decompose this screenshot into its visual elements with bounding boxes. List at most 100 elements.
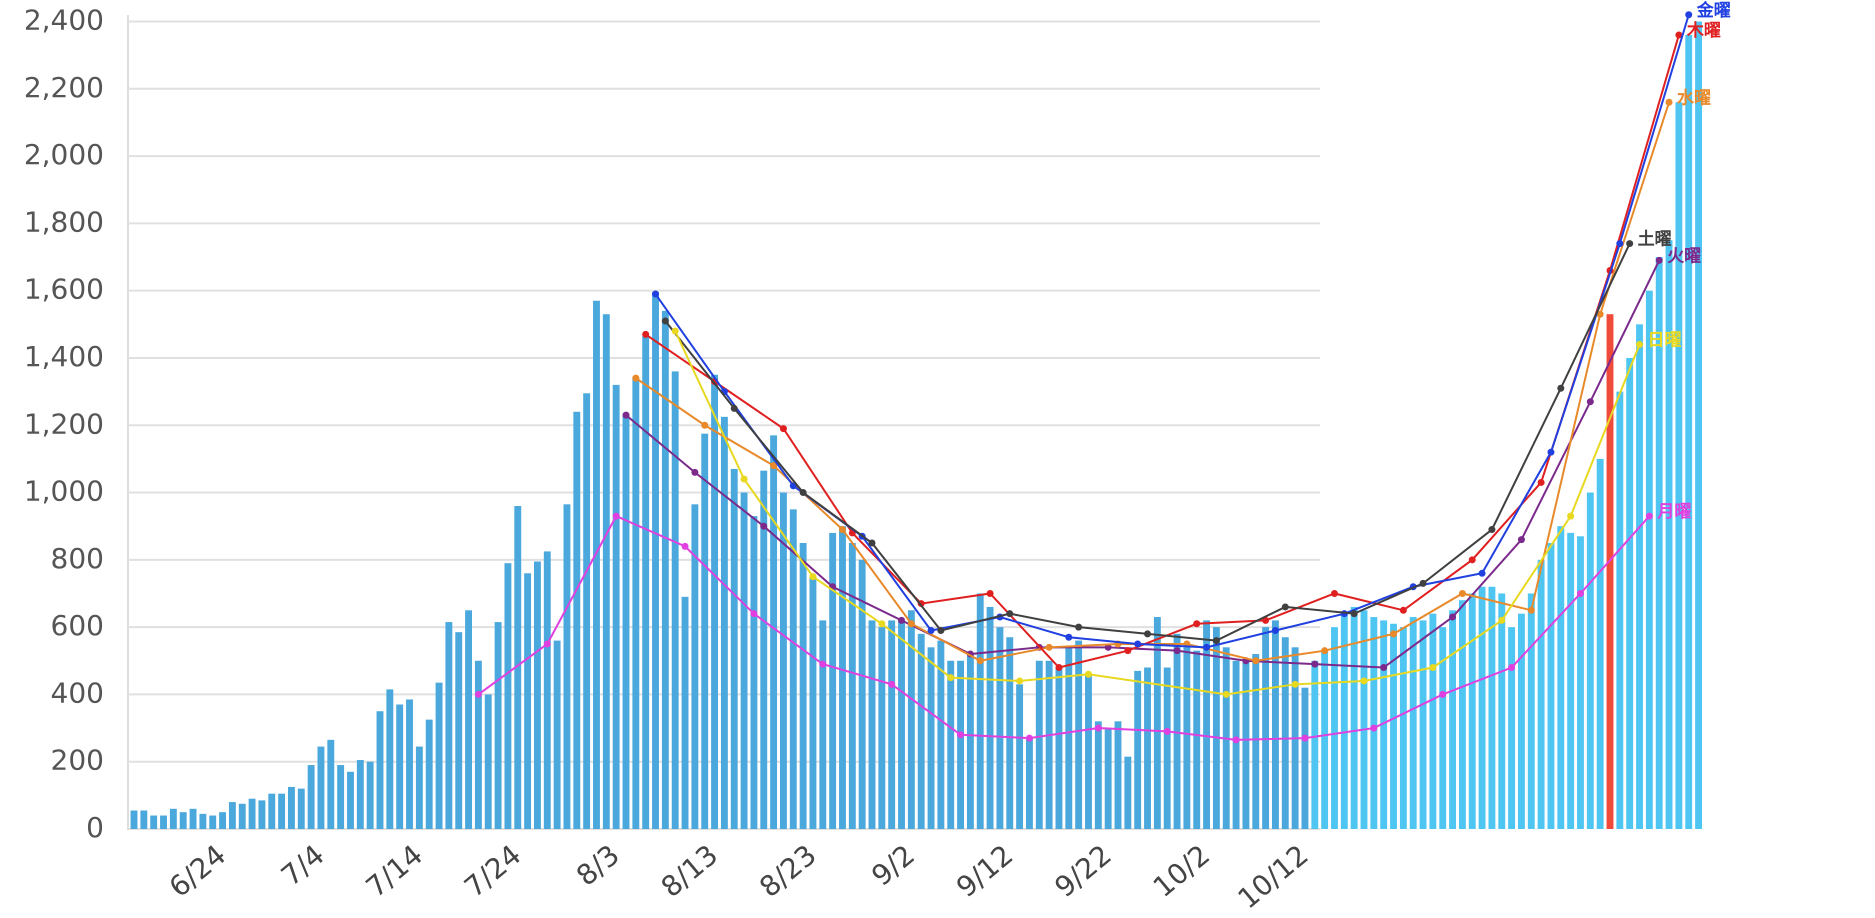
line-point xyxy=(750,610,758,618)
bar xyxy=(514,506,522,829)
bar xyxy=(130,810,138,829)
bar xyxy=(1675,102,1683,829)
line-point xyxy=(1084,670,1092,678)
bar xyxy=(829,532,837,829)
line-point xyxy=(1527,606,1535,614)
bar xyxy=(1025,738,1033,829)
bar xyxy=(632,378,640,829)
bar xyxy=(1547,543,1555,829)
bar xyxy=(1498,593,1506,829)
bar xyxy=(1124,756,1132,829)
line-point xyxy=(878,620,886,628)
line-point xyxy=(1547,448,1555,456)
bar xyxy=(160,815,167,829)
bar xyxy=(1419,620,1427,829)
line-point xyxy=(1645,512,1653,520)
line-point xyxy=(1301,734,1309,742)
bar xyxy=(1350,606,1358,829)
bar xyxy=(809,576,817,829)
line-point xyxy=(1665,98,1673,106)
bar xyxy=(1252,654,1260,829)
line-point xyxy=(1458,589,1466,597)
line-point xyxy=(1203,643,1211,651)
bar xyxy=(799,543,807,829)
bar xyxy=(1577,536,1584,829)
line-point xyxy=(1193,620,1201,628)
bar xyxy=(1616,391,1624,829)
bar xyxy=(1173,633,1181,829)
x-tick-label: 9/12 xyxy=(950,838,1019,904)
line-point xyxy=(474,690,482,698)
bar xyxy=(228,802,236,829)
line-label: 水曜 xyxy=(1677,87,1711,108)
bar xyxy=(750,516,758,829)
bar xyxy=(1665,240,1673,829)
line-point xyxy=(1616,240,1624,248)
y-tick-label: 1,200 xyxy=(24,407,104,440)
line-point xyxy=(1232,736,1240,744)
bar xyxy=(779,492,787,829)
bar xyxy=(1301,687,1309,829)
line-point xyxy=(1390,630,1398,638)
weekday-line xyxy=(645,34,1680,669)
line-point xyxy=(1144,630,1152,638)
bar xyxy=(1557,526,1565,829)
line-point xyxy=(1075,623,1083,631)
bar xyxy=(465,610,473,829)
bar xyxy=(356,760,364,829)
bar xyxy=(839,526,846,829)
bar xyxy=(1271,620,1279,829)
bar xyxy=(917,633,925,829)
line-point xyxy=(1449,613,1457,621)
line-point xyxy=(543,640,551,648)
bar xyxy=(691,504,699,829)
bar xyxy=(789,509,797,829)
bar xyxy=(1085,674,1092,829)
bar xyxy=(622,415,630,829)
line-point xyxy=(1291,680,1299,688)
bar xyxy=(1094,721,1102,829)
y-tick-label: 1,400 xyxy=(24,340,104,373)
bar xyxy=(474,660,482,829)
bar xyxy=(1340,613,1348,829)
bar xyxy=(1311,660,1319,829)
bar xyxy=(740,492,748,829)
y-tick-label: 800 xyxy=(51,542,104,575)
line-point xyxy=(947,674,955,682)
bar xyxy=(396,704,404,829)
bar xyxy=(445,622,453,829)
line-point xyxy=(1419,579,1427,587)
bar xyxy=(898,620,905,829)
line-point xyxy=(1321,647,1329,655)
bar xyxy=(504,563,512,829)
line-point xyxy=(652,290,660,298)
line-point xyxy=(1596,310,1604,318)
y-tick-label: 400 xyxy=(51,676,104,709)
line-label: 金曜 xyxy=(1696,0,1731,21)
y-tick-label: 1,600 xyxy=(24,273,104,306)
bar xyxy=(1242,660,1250,829)
line-point xyxy=(661,317,669,325)
line-point xyxy=(1488,526,1496,534)
bar xyxy=(1262,627,1270,829)
bar xyxy=(209,815,217,829)
line-point xyxy=(907,620,915,628)
line-point xyxy=(1567,512,1575,520)
bar xyxy=(681,596,689,829)
bar xyxy=(1468,593,1476,829)
line-point xyxy=(740,475,748,483)
bar xyxy=(966,654,974,829)
bar xyxy=(1626,357,1634,829)
bar xyxy=(1390,623,1397,829)
line-point xyxy=(838,526,846,534)
line-point xyxy=(1045,643,1053,651)
bar xyxy=(573,411,581,829)
bar xyxy=(425,719,433,829)
line-point xyxy=(957,731,965,739)
bar xyxy=(1006,637,1014,829)
bar xyxy=(642,336,650,829)
bar xyxy=(278,793,286,829)
bar xyxy=(1596,458,1604,829)
bar xyxy=(661,310,669,830)
bar xyxy=(307,765,315,829)
